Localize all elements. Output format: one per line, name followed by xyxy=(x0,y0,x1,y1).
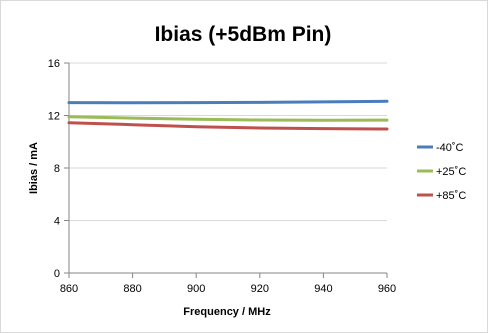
x-tick-label: 940 xyxy=(314,283,332,295)
x-tick-label: 920 xyxy=(251,283,269,295)
legend-label-2: +85˚C xyxy=(436,190,466,202)
legend-label-1: +25˚C xyxy=(436,166,466,178)
x-tick-label: 880 xyxy=(123,283,141,295)
y-tick-label: 16 xyxy=(48,58,60,70)
series-line-1 xyxy=(67,115,389,122)
chart-title: Ibias (+5dBm Pin) xyxy=(155,23,332,46)
x-tick-label: 900 xyxy=(187,283,205,295)
series-line-2 xyxy=(67,121,389,131)
x-tick-label: 860 xyxy=(60,283,78,295)
x-tick-label: 960 xyxy=(378,283,396,295)
y-tick-label: 8 xyxy=(54,163,60,175)
gridlines xyxy=(69,62,387,221)
legend-label-0: -40˚C xyxy=(436,142,464,154)
y-tick-label: 0 xyxy=(54,268,60,280)
axes xyxy=(64,62,388,278)
y-axis-title: Ibias / mA xyxy=(28,142,40,194)
y-tick-label: 4 xyxy=(54,216,60,228)
y-tick-label: 12 xyxy=(48,111,60,123)
tick-labels: 0 4 8 12 16 860 880 900 920 940 960 xyxy=(48,58,396,295)
series-line-0 xyxy=(67,99,389,105)
legend: -40˚C +25˚C +85˚C xyxy=(417,142,466,202)
x-axis-title: Frequency / MHz xyxy=(183,306,271,318)
series-lines xyxy=(67,99,389,131)
